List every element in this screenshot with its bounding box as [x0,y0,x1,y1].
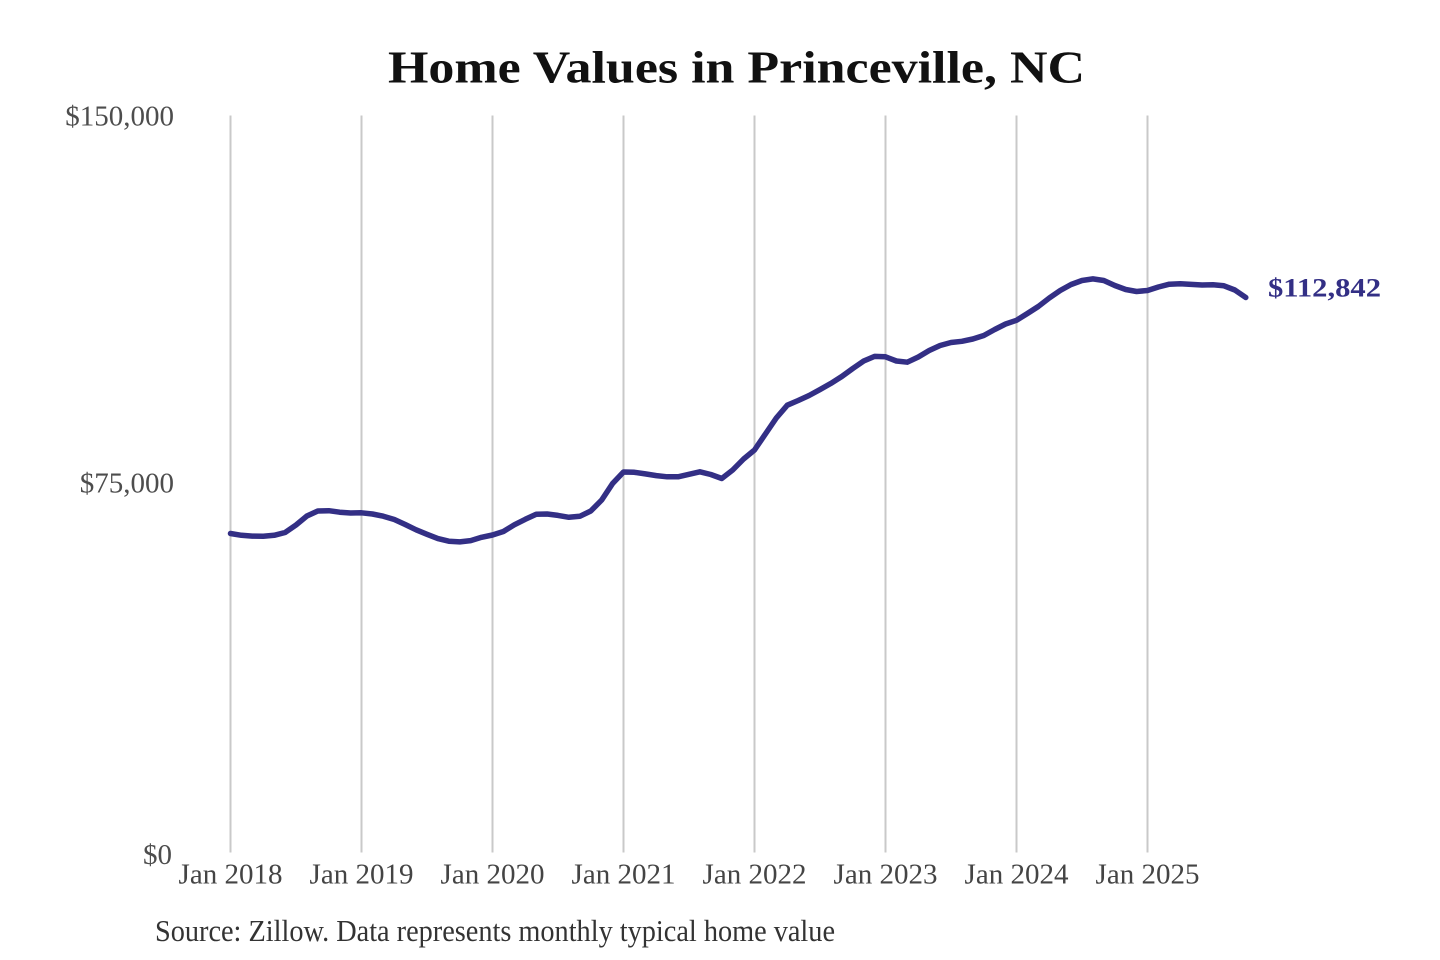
svg-text:Home Values in Princeville, NC: Home Values in Princeville, NC [388,42,1085,93]
svg-text:Jan 2018: Jan 2018 [179,859,283,891]
svg-text:Jan 2019: Jan 2019 [310,859,414,891]
svg-text:$75,000: $75,000 [80,468,174,500]
svg-text:$0: $0 [143,839,172,871]
svg-text:Jan 2022: Jan 2022 [703,859,807,891]
svg-text:Jan 2023: Jan 2023 [834,859,938,891]
svg-text:Jan 2025: Jan 2025 [1096,859,1200,891]
svg-text:Jan 2021: Jan 2021 [572,859,676,891]
svg-text:Jan 2020: Jan 2020 [441,859,545,891]
svg-text:$150,000: $150,000 [65,101,174,133]
svg-text:Source: Zillow. Data represent: Source: Zillow. Data represents monthly … [155,913,835,948]
svg-text:$112,842: $112,842 [1268,274,1381,303]
svg-text:Jan 2024: Jan 2024 [965,859,1069,891]
